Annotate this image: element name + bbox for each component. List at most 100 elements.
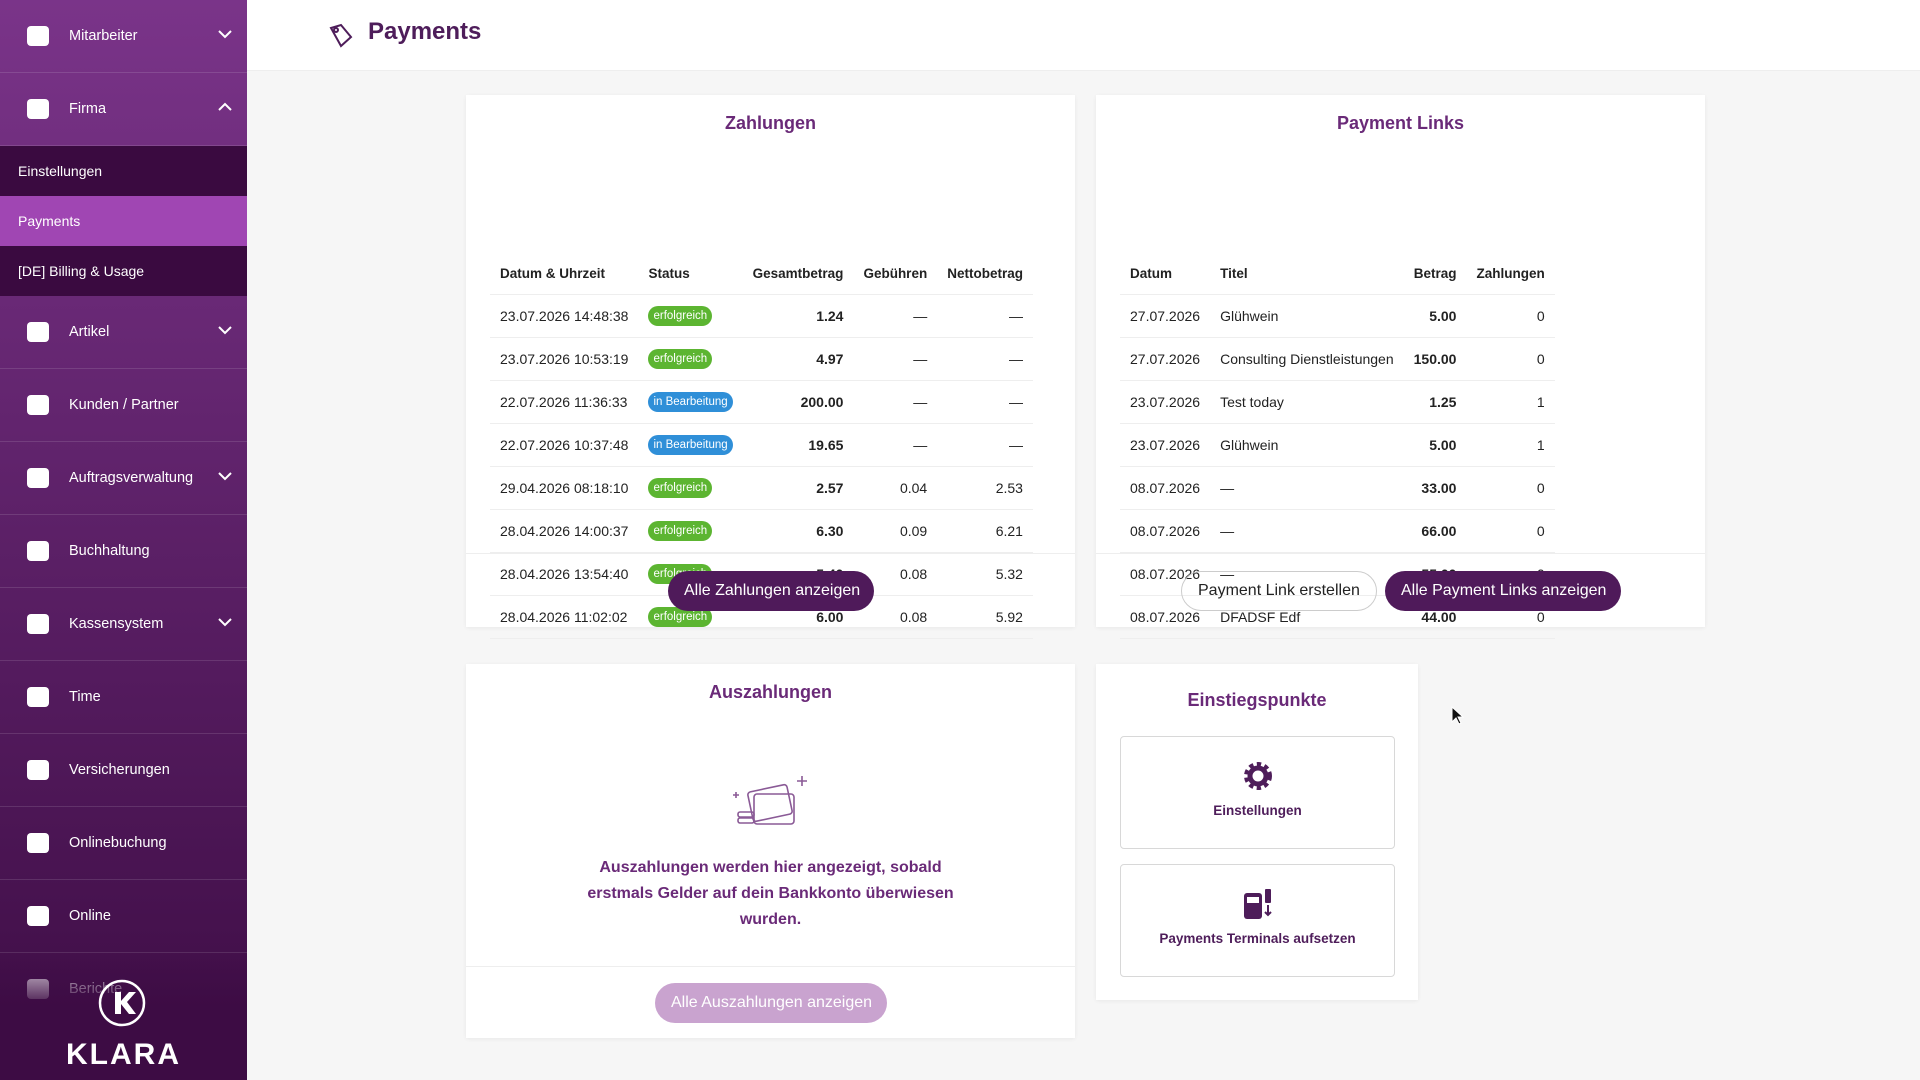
gear-icon xyxy=(1243,762,1272,790)
menu-label: Online xyxy=(69,908,111,924)
menu-label: Kassensystem xyxy=(69,616,164,632)
menu-item[interactable]: Versicherungen xyxy=(0,734,247,807)
table-row: 22.07.2026 10:37:48 in Bearbeitung 19.65— — xyxy=(490,423,1033,467)
table-row: 23.07.2026 Test today 1.25 1 xyxy=(1120,380,1555,424)
cell: — xyxy=(853,423,938,467)
cell: 23.07.2026 10:53:19 xyxy=(490,337,639,381)
card-title: Einstiegspunkte xyxy=(1187,690,1327,710)
cell: 28.04.2026 11:02:02 xyxy=(490,595,639,639)
menu-item[interactable]: Auftragsverwaltung xyxy=(0,442,247,515)
cell: 08.07.2026 xyxy=(1120,552,1211,596)
settings-tile[interactable]: Einstellungen xyxy=(1120,736,1395,849)
cell: 28.04.2026 14:00:37 xyxy=(490,509,639,553)
header: Payments xyxy=(247,0,1920,71)
cursor xyxy=(1451,706,1465,725)
submenu-item[interactable]: Payments xyxy=(0,196,247,246)
cell: 4.97 xyxy=(742,337,854,381)
cell: 2.53 xyxy=(937,466,1033,510)
cell: 0.08 xyxy=(853,552,938,596)
column-header: Status xyxy=(638,252,743,295)
table-row: 23.07.2026 14:48:38 erfolgreich 1.24— — xyxy=(490,294,1033,338)
all-payouts-button[interactable]: Alle Auszahlungen anzeigen xyxy=(655,983,887,1023)
table-row: 23.07.2026 10:53:19 erfolgreich 4.97— — xyxy=(490,337,1033,381)
menu-icon xyxy=(27,760,49,780)
column-header: Titel xyxy=(1210,252,1404,295)
card-title: Auszahlungen xyxy=(708,682,832,702)
logo-text: KLARA xyxy=(66,1038,181,1071)
table-row: 08.07.2026—33.00 0 xyxy=(1120,466,1555,510)
wallet-illustration xyxy=(733,776,807,825)
cell: 23.07.2026 14:48:38 xyxy=(490,294,639,338)
menu-item[interactable]: Firma xyxy=(0,73,247,146)
menu-label: Versicherungen xyxy=(69,762,170,778)
submenu-item[interactable]: [DE] Billing & Usage xyxy=(0,246,247,296)
payment-links-card: Payment Links Datum Titel Betrag Zahlungen 2… xyxy=(1096,95,1705,639)
card-title: Zahlungen xyxy=(725,113,816,133)
submenu-item[interactable]: Einstellungen xyxy=(0,146,247,196)
table-row: 29.04.2026 08:18:10 erfolgreich 2.57 0.04 2.… xyxy=(490,466,1033,510)
cell: 27.07.2026 xyxy=(1120,337,1211,381)
card-title: Payment Links xyxy=(1336,113,1465,133)
cell: 08.07.2026 xyxy=(1120,466,1211,510)
payments-icon xyxy=(329,23,353,48)
menu-item[interactable]: Online xyxy=(0,880,247,953)
cell: 0 xyxy=(1466,466,1555,510)
cell: 66.00 xyxy=(1403,509,1467,553)
all-links-button[interactable]: Alle Payment Links anzeigen xyxy=(1385,571,1621,611)
column-header: Nettobetrag xyxy=(937,252,1033,295)
menu: Mitarbeiter Firma Einstellungen Payments [DE… xyxy=(0,0,247,1026)
fade xyxy=(0,950,247,1080)
chevron xyxy=(218,472,232,481)
menu-item[interactable]: Kunden / Partner xyxy=(0,369,247,442)
cell: 19.65 xyxy=(742,423,854,467)
create-link-button[interactable]: Payment Link erstellen xyxy=(1181,571,1377,611)
menu-icon xyxy=(27,322,49,342)
menu-label: Onlinebuchung xyxy=(69,835,167,851)
menu-label: Artikel xyxy=(69,324,110,340)
column-header: Zahlungen xyxy=(1466,252,1555,295)
menu-icon xyxy=(27,26,49,46)
menu-item[interactable]: Mitarbeiter xyxy=(0,0,247,73)
table-row: 28.04.2026 14:00:37 erfolgreich 6.30 0.09 6.… xyxy=(490,509,1033,553)
header-row: Datum & Uhrzeit Status Gesamtbetrag Gebühre… xyxy=(490,252,1033,295)
menu-item[interactable]: Kassensystem xyxy=(0,588,247,661)
menu-icon xyxy=(27,687,49,707)
chevron xyxy=(218,326,232,335)
status-badge: in Bearbeitung xyxy=(648,435,733,455)
status-badge: erfolgreich xyxy=(648,607,713,627)
status-badge: erfolgreich xyxy=(648,349,713,369)
auszahlungen-card: Auszahlungen Auszahlungen werden hier an… xyxy=(466,664,1075,1038)
menu-item[interactable]: Buchhaltung xyxy=(0,515,247,588)
all-payments-button[interactable]: Alle Zahlungen anzeigen xyxy=(668,571,874,611)
menu-label: Buchhaltung xyxy=(69,543,150,559)
cell: — xyxy=(937,380,1033,424)
cell: 5.92 xyxy=(937,595,1033,639)
menu-label: Kunden / Partner xyxy=(69,397,179,413)
column-header: Gesamtbetrag xyxy=(742,252,854,295)
cell: Glühwein xyxy=(1210,423,1404,467)
terminal-tile[interactable]: Payments Terminals aufsetzen xyxy=(1120,864,1395,977)
page-title: Payments xyxy=(368,18,482,45)
logo-icon xyxy=(98,979,146,1027)
separator xyxy=(466,966,1075,967)
status-badge: in Bearbeitung xyxy=(648,392,733,412)
table-row: 08.07.2026—66.00 0 xyxy=(1120,509,1555,553)
menu-item[interactable]: Onlinebuchung xyxy=(0,807,247,880)
cell: — xyxy=(853,294,938,338)
cell: 1.24 xyxy=(742,294,854,338)
cell: 0.04 xyxy=(853,466,938,510)
menu-icon xyxy=(27,395,49,415)
cell: — xyxy=(937,294,1033,338)
cell: Test today xyxy=(1210,380,1404,424)
menu-item[interactable]: Time xyxy=(0,661,247,734)
chevron xyxy=(218,102,232,111)
table-row: 27.07.2026 Glühwein 5.00 0 xyxy=(1120,294,1555,338)
menu-item[interactable]: Artikel xyxy=(0,296,247,369)
cell: 6.21 xyxy=(937,509,1033,553)
cell: 1 xyxy=(1466,423,1555,467)
status-badge: erfolgreich xyxy=(648,306,713,326)
menu-icon xyxy=(27,541,49,561)
cell: — xyxy=(1210,552,1404,596)
einstiegspunkte-card: Einstiegspunkte Einstellungen Payments T… xyxy=(1096,664,1418,1000)
menu-label: Time xyxy=(69,689,101,705)
